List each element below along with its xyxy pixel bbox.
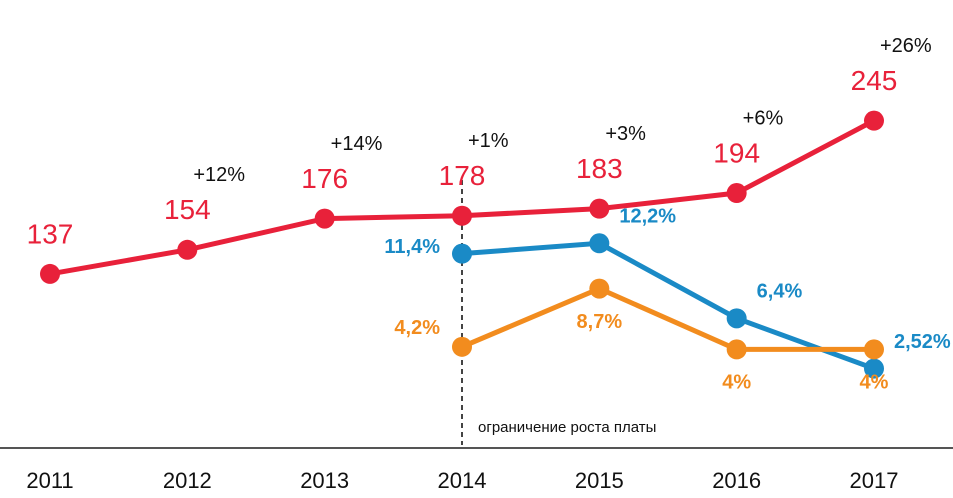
- annotation-text: ограничение роста платы: [478, 419, 656, 436]
- point: [452, 243, 472, 264]
- point: [589, 233, 610, 254]
- value-label: 4%: [860, 372, 889, 394]
- value-label: 11,4%: [384, 236, 440, 258]
- point: [589, 278, 610, 299]
- point: [452, 336, 472, 357]
- point: [864, 358, 884, 379]
- series-line: [461, 240, 875, 371]
- value-label: 194: [713, 137, 760, 168]
- x-tick-label: 2016: [712, 468, 761, 493]
- value-label: 2,52%: [894, 331, 951, 353]
- x-tick-label: 2014: [438, 468, 487, 493]
- x-tick-label: 2012: [163, 468, 212, 493]
- point: [726, 308, 747, 329]
- point: [314, 208, 335, 229]
- point: [726, 339, 747, 360]
- point: [40, 263, 60, 284]
- growth-label: +14%: [331, 133, 383, 155]
- value-label: 154: [164, 194, 211, 225]
- point: [589, 198, 610, 219]
- value-label: 176: [301, 163, 348, 194]
- growth-label: +1%: [468, 130, 509, 152]
- growth-label: +26%: [880, 35, 932, 57]
- value-label: 12,2%: [619, 206, 676, 228]
- value-label: 137: [27, 218, 74, 249]
- value-label: 6,4%: [757, 281, 803, 303]
- value-label: 245: [851, 65, 898, 96]
- growth-label: +6%: [743, 107, 784, 129]
- point: [177, 239, 198, 260]
- growth-label: +12%: [193, 164, 245, 186]
- x-tick-label: 2013: [300, 468, 349, 493]
- value-label: 8,7%: [577, 311, 623, 333]
- series-line: [461, 285, 874, 352]
- x-tick-label: 2015: [575, 468, 624, 493]
- point: [726, 183, 747, 204]
- point: [452, 205, 472, 226]
- x-tick-label: 2011: [26, 468, 73, 493]
- growth-label: +3%: [605, 123, 646, 145]
- x-tick-label: 2017: [850, 468, 899, 493]
- value-label: 178: [439, 160, 486, 191]
- value-label: 183: [576, 153, 623, 184]
- point: [864, 339, 884, 360]
- value-label: 4%: [722, 372, 751, 394]
- value-label: 4,2%: [394, 317, 440, 339]
- point: [864, 110, 884, 131]
